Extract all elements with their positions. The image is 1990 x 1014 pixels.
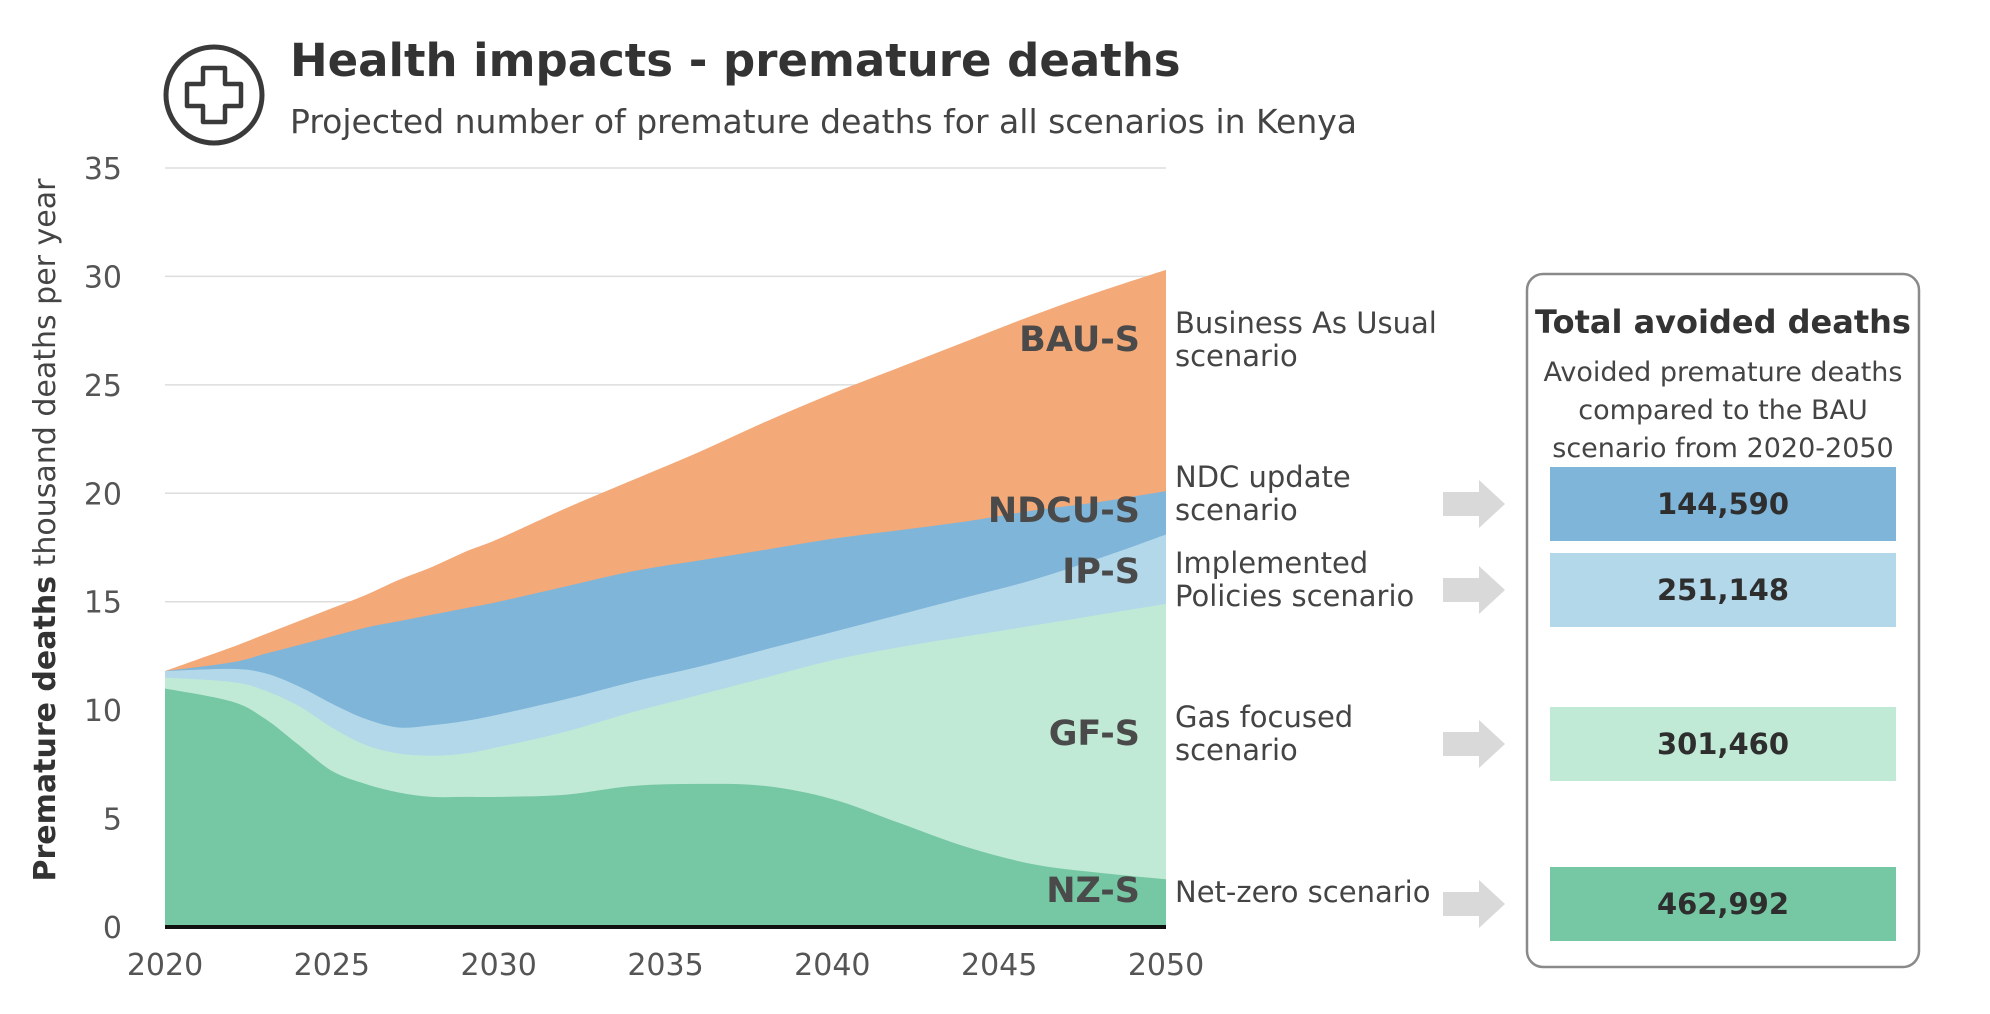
arrow-right-icon bbox=[1443, 566, 1505, 614]
arrow-right-icon bbox=[1443, 880, 1505, 928]
y-tick-labels: 0 5 10 15 20 25 30 35 bbox=[84, 152, 122, 946]
y-tick-label: 5 bbox=[103, 803, 122, 838]
value-box-nz-s bbox=[1550, 867, 1896, 941]
y-tick-label: 10 bbox=[84, 694, 122, 729]
x-tick-label: 2045 bbox=[961, 948, 1037, 983]
x-tick-label: 2050 bbox=[1128, 948, 1204, 983]
x-tick-label: 2025 bbox=[294, 948, 370, 983]
value-box-ndcu-s bbox=[1550, 467, 1896, 541]
avoided-title: Total avoided deaths bbox=[1535, 303, 1911, 341]
scenario-code-bau-s: BAU-S bbox=[1019, 320, 1140, 360]
y-axis-label-rest: thousand deaths per year bbox=[28, 178, 63, 576]
scenario-desc-line1: Net-zero scenario bbox=[1175, 875, 1430, 909]
y-tick-label: 20 bbox=[84, 477, 122, 512]
avoided-subtitle-line2: compared to the BAU bbox=[1578, 395, 1868, 426]
scenario-code-ip-s: IP-S bbox=[1062, 552, 1140, 592]
scenario-desc-line1: Business As Usual bbox=[1175, 306, 1437, 340]
x-tick-label: 2020 bbox=[127, 948, 203, 983]
scenario-desc-line1: Implemented bbox=[1175, 546, 1368, 580]
x-tick-labels: 2020 2025 2030 2035 2040 2045 2050 bbox=[127, 948, 1204, 983]
arrow-right-icon bbox=[1443, 720, 1505, 768]
y-tick-label: 25 bbox=[84, 369, 122, 404]
scenario-desc-line2: Policies scenario bbox=[1175, 579, 1414, 613]
y-axis-label-bold: Premature deaths bbox=[28, 576, 63, 882]
x-tick-label: 2035 bbox=[627, 948, 703, 983]
page-subtitle: Projected number of premature deaths for… bbox=[290, 102, 1357, 141]
value-ip-s: 251,148 bbox=[1657, 573, 1789, 607]
x-tick-label: 2040 bbox=[794, 948, 870, 983]
x-tick-label: 2030 bbox=[460, 948, 536, 983]
area-nz-s bbox=[165, 688, 1166, 927]
y-axis-label: Premature deaths thousand deaths per yea… bbox=[28, 178, 63, 882]
page-title: Health impacts - premature deaths bbox=[290, 34, 1181, 87]
arrows bbox=[1443, 480, 1505, 928]
avoided-subtitle-line1: Avoided premature deaths bbox=[1544, 357, 1903, 388]
value-gf-s: 301,460 bbox=[1657, 727, 1789, 761]
medical-cross-icon bbox=[163, 44, 265, 146]
scenario-desc-line2: scenario bbox=[1175, 339, 1298, 373]
value-box-ip-s bbox=[1550, 553, 1896, 627]
scenario-desc-line2: scenario bbox=[1175, 733, 1298, 767]
avoided-subtitle-line3: scenario from 2020-2050 bbox=[1552, 433, 1893, 464]
scenario-code-gf-s: GF-S bbox=[1049, 714, 1140, 754]
scenario-desc-line1: Gas focused bbox=[1175, 700, 1353, 734]
avoided-values: 144,590 251,148 301,460 462,992 bbox=[1550, 467, 1896, 941]
y-tick-label: 30 bbox=[84, 260, 122, 295]
scenario-desc-line2: scenario bbox=[1175, 493, 1298, 527]
y-tick-label: 15 bbox=[84, 586, 122, 621]
value-box-gf-s bbox=[1550, 707, 1896, 781]
scenario-code-ndcu-s: NDCU-S bbox=[988, 491, 1140, 531]
scenario-codes: BAU-S NDCU-S IP-S GF-S NZ-S bbox=[988, 320, 1140, 911]
value-nz-s: 462,992 bbox=[1657, 887, 1789, 921]
arrow-right-icon bbox=[1443, 480, 1505, 528]
scenario-code-nz-s: NZ-S bbox=[1046, 871, 1140, 911]
y-tick-label: 35 bbox=[84, 152, 122, 187]
scenario-desc-line1: NDC update bbox=[1175, 460, 1351, 494]
chart-areas bbox=[165, 269, 1166, 927]
y-tick-label: 0 bbox=[103, 911, 122, 946]
value-ndcu-s: 144,590 bbox=[1657, 487, 1789, 521]
